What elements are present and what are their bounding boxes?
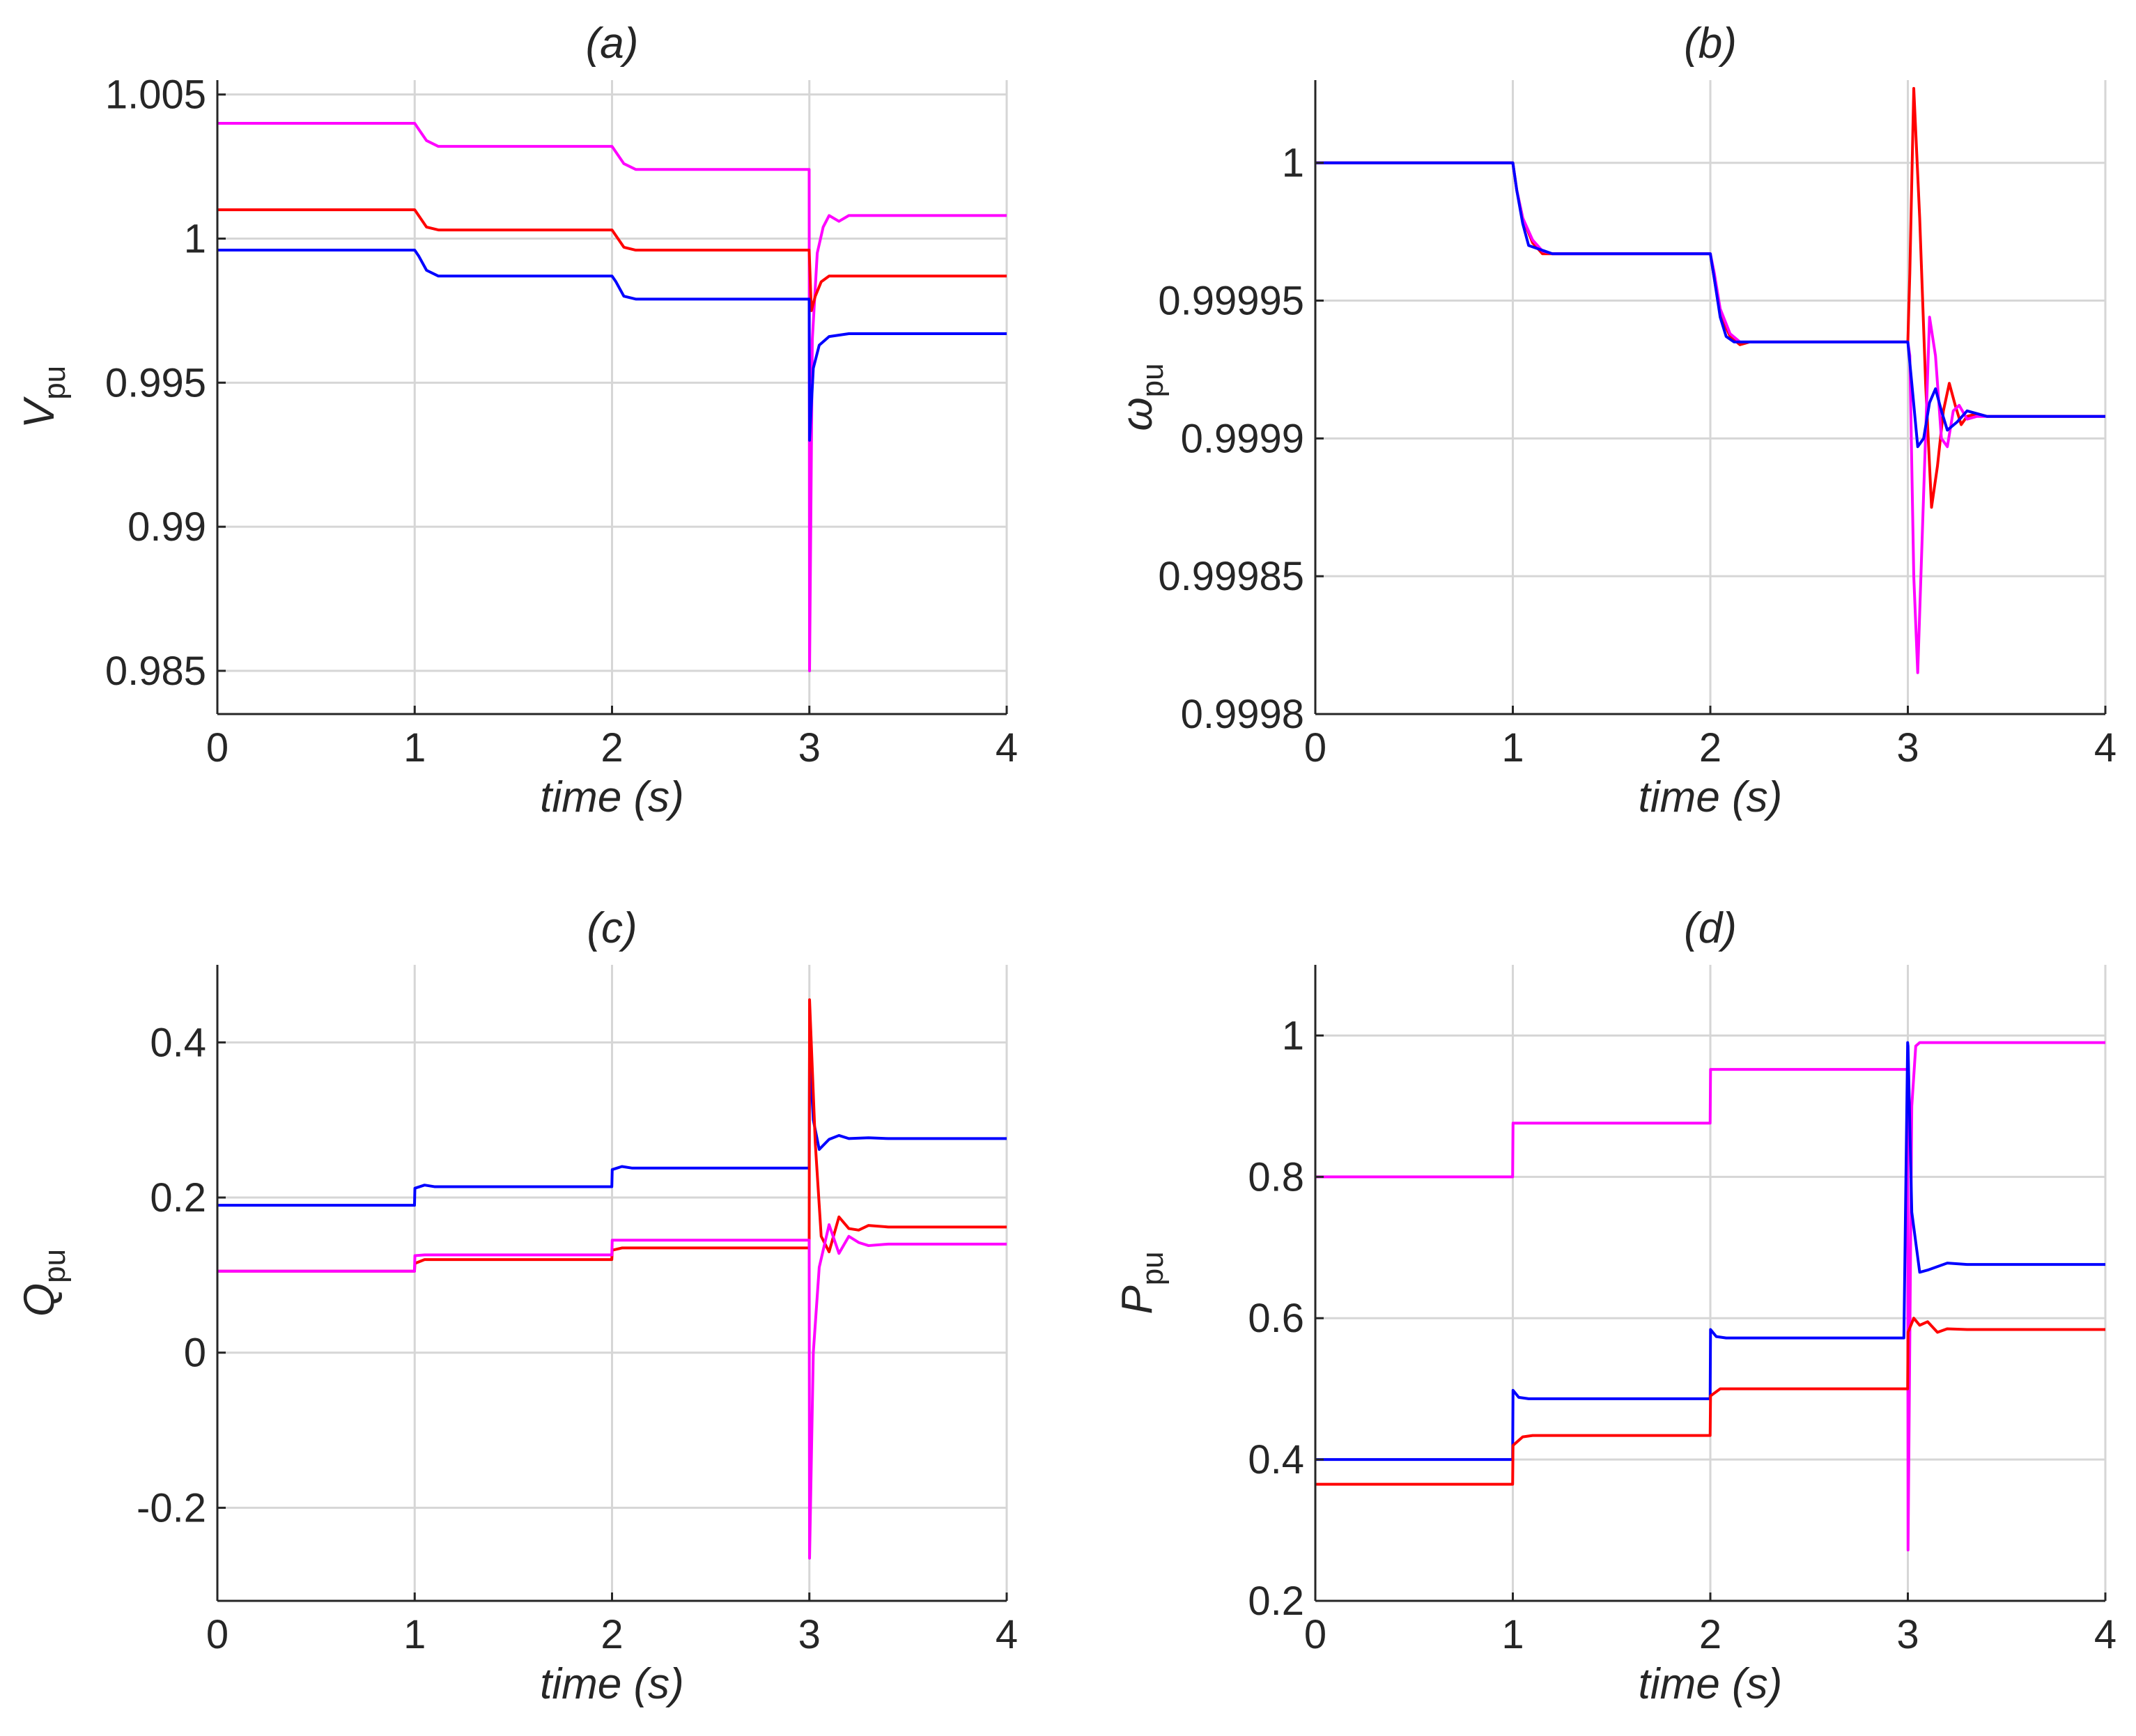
panel-a-ytick-label-3: 1 — [184, 217, 206, 262]
panel-d-ylabel: Ppu — [1113, 1251, 1170, 1314]
panel-b-title: (b) — [1684, 20, 1737, 68]
panel-d: 0 1 2 3 4 0.2 0.4 0.6 0.8 1 (d) time (s) Ppu — [1113, 904, 2116, 1708]
panel-b-xtick-label-2: 2 — [1699, 725, 1721, 770]
panel-b-ytick-label-0: 0.9998 — [1181, 692, 1304, 737]
panel-c: 0 1 2 3 4 -0.2 0 0.2 0.4 (c) time (s) Qpu — [15, 904, 1018, 1708]
panel-b-xtick-label-4: 4 — [2094, 725, 2116, 770]
panel-d-ylabel-sub: pu — [1136, 1251, 1170, 1285]
panel-c-series-blue — [217, 1048, 1007, 1207]
panel-b-ylabel: ωpu — [1113, 363, 1170, 431]
panel-d-ytick-label-3: 0.8 — [1248, 1154, 1304, 1200]
panel-b-xtick-label-0: 0 — [1304, 725, 1326, 770]
panel-a-ylabel-sub: pu — [38, 366, 72, 400]
panel-a-xtick-label-3: 3 — [798, 725, 821, 770]
panel-d-xlabel: time (s) — [1639, 1660, 1783, 1708]
panel-b-ytick-label-3: 0.99995 — [1158, 279, 1304, 324]
panel-c-ytick-label-0: -0.2 — [137, 1485, 206, 1530]
panel-c-xtick-label-0: 0 — [206, 1612, 229, 1657]
panel-d-ytick-label-4: 1 — [1282, 1013, 1304, 1058]
panel-c-xlabel: time (s) — [540, 1660, 684, 1708]
panel-b-xtick-label-1: 1 — [1501, 725, 1524, 770]
panel-d-series-blue — [1315, 1041, 2105, 1462]
panel-c-ylabel-main: Q — [15, 1283, 63, 1317]
panel-a-ytick-label-0: 0.985 — [105, 649, 206, 694]
panel-d-xtick-label-3: 3 — [1896, 1612, 1919, 1657]
panel-d-xtick-label-0: 0 — [1304, 1612, 1326, 1657]
panel-a-title: (a) — [586, 20, 639, 68]
panel-d-xtick-label-2: 2 — [1699, 1612, 1721, 1657]
panel-c-xtick-label-2: 2 — [601, 1612, 623, 1657]
panel-a-xlabel: time (s) — [540, 773, 684, 821]
panel-a-series-blue — [217, 249, 1007, 442]
panel-c-ytick-label-1: 0 — [184, 1331, 206, 1376]
panel-a-series-red — [217, 208, 1007, 312]
panel-d-ytick-label-1: 0.4 — [1248, 1437, 1304, 1482]
panel-d-ytick-label-0: 0.2 — [1248, 1579, 1304, 1624]
panel-d-ytick-label-2: 0.6 — [1248, 1296, 1304, 1341]
panel-c-title: (c) — [587, 904, 637, 952]
panel-c-ytick-label-3: 0.4 — [150, 1020, 206, 1065]
panel-c-ytick-label-2: 0.2 — [150, 1175, 206, 1220]
panel-d-xtick-label-4: 4 — [2094, 1612, 2116, 1657]
panel-d-xtick-label-1: 1 — [1501, 1612, 1524, 1657]
panel-b-ytick-label-4: 1 — [1282, 141, 1304, 186]
panel-a: 0 1 2 3 4 0.985 0.99 0.995 1 1.005 (a) time (s) Vpu — [15, 20, 1018, 821]
panel-c-series-magenta — [217, 1223, 1007, 1560]
panel-b-ylabel-main: ω — [1113, 397, 1161, 431]
panel-c-ylabel-sub: pu — [38, 1249, 72, 1283]
panel-d-series-red — [1315, 1317, 2105, 1486]
panel-b-ytick-label-2: 0.9999 — [1181, 416, 1304, 461]
panel-c-xtick-label-4: 4 — [996, 1612, 1018, 1657]
panel-a-xtick-label-0: 0 — [206, 725, 229, 770]
panel-c-series-red — [217, 998, 1007, 1273]
panel-b-xlabel: time (s) — [1639, 773, 1783, 821]
panel-c-ylabel: Qpu — [15, 1249, 72, 1317]
panel-b-ylabel-sub: pu — [1136, 363, 1170, 397]
panel-c-xtick-label-3: 3 — [798, 1612, 821, 1657]
panel-a-ylabel-main: V — [15, 396, 63, 428]
panel-a-ylabel: Vpu — [15, 366, 72, 428]
panel-d-ylabel-main: P — [1113, 1285, 1161, 1314]
panel-a-xtick-label-2: 2 — [601, 725, 623, 770]
panel-a-series-magenta — [217, 122, 1007, 672]
panel-b-xtick-label-3: 3 — [1896, 725, 1919, 770]
panel-a-xtick-label-4: 4 — [996, 725, 1018, 770]
panel-a-ytick-label-2: 0.995 — [105, 360, 206, 405]
panel-b: 0 1 2 3 4 0.9998 0.99985 0.9999 0.99995 1 (b) time … — [1113, 20, 2116, 821]
panel-a-xtick-label-1: 1 — [403, 725, 426, 770]
panel-b-series-blue — [1315, 161, 2105, 449]
panel-b-ytick-label-1: 0.99985 — [1158, 554, 1304, 599]
panel-c-xtick-label-1: 1 — [403, 1612, 426, 1657]
panel-d-title: (d) — [1684, 904, 1737, 952]
panel-a-ytick-label-4: 1.005 — [105, 72, 206, 118]
panel-a-ytick-label-1: 0.99 — [127, 504, 206, 550]
